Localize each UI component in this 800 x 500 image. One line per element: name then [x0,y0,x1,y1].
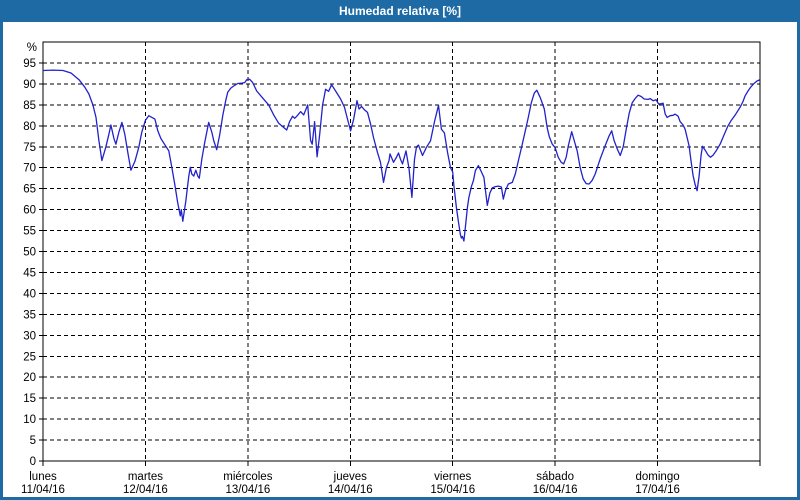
y-tick-label: 15 [23,393,36,405]
x-date-label: 15/04/16 [430,484,475,496]
x-date-label: 11/04/16 [21,484,65,496]
y-tick-label: 50 [23,247,36,259]
y-tick-label: 65 [23,184,36,196]
y-tick-label: 85 [23,100,36,112]
x-date-label: 16/04/16 [533,484,578,496]
y-tick-label: 60 [23,205,36,217]
y-tick-label: 95 [23,58,36,70]
x-date-label: 17/04/16 [635,484,680,496]
y-tick-label: 80 [23,121,36,133]
x-day-label: domingo [636,471,680,483]
x-day-label: martes [128,471,163,483]
y-tick-label: 30 [23,330,36,342]
x-day-label: jueves [333,471,367,483]
x-date-label: 14/04/16 [328,484,373,496]
x-day-label: miércoles [223,471,272,483]
window-frame-right [797,22,800,500]
y-tick-label: 55 [23,226,36,238]
plot-border [42,41,761,462]
y-tick-label: 75 [23,142,36,154]
x-date-label: 13/04/16 [225,484,270,496]
y-axis-unit-label: % [27,42,37,54]
x-day-label: viernes [434,471,471,483]
y-tick-label: 90 [23,79,36,91]
y-tick-label: 0 [30,456,36,468]
y-tick-label: 5 [30,435,36,447]
window-frame-left [0,22,3,500]
window-frame-bottom [0,497,800,500]
y-tick-label: 10 [23,414,36,426]
humidity-line [42,69,760,242]
y-tick-label: 25 [23,351,36,363]
x-date-label: 12/04/16 [123,484,168,496]
page-title: Humedad relativa [%] [338,4,462,18]
window-title-bar: Humedad relativa [%] [0,0,800,22]
y-tick-label: 40 [23,288,36,300]
y-tick-label: 20 [23,372,36,384]
y-tick-label: 45 [23,267,36,279]
y-tick-label: 35 [23,309,36,321]
x-day-label: lunes [29,471,57,483]
x-day-label: sábado [536,471,574,483]
y-tick-label: 70 [23,163,36,175]
